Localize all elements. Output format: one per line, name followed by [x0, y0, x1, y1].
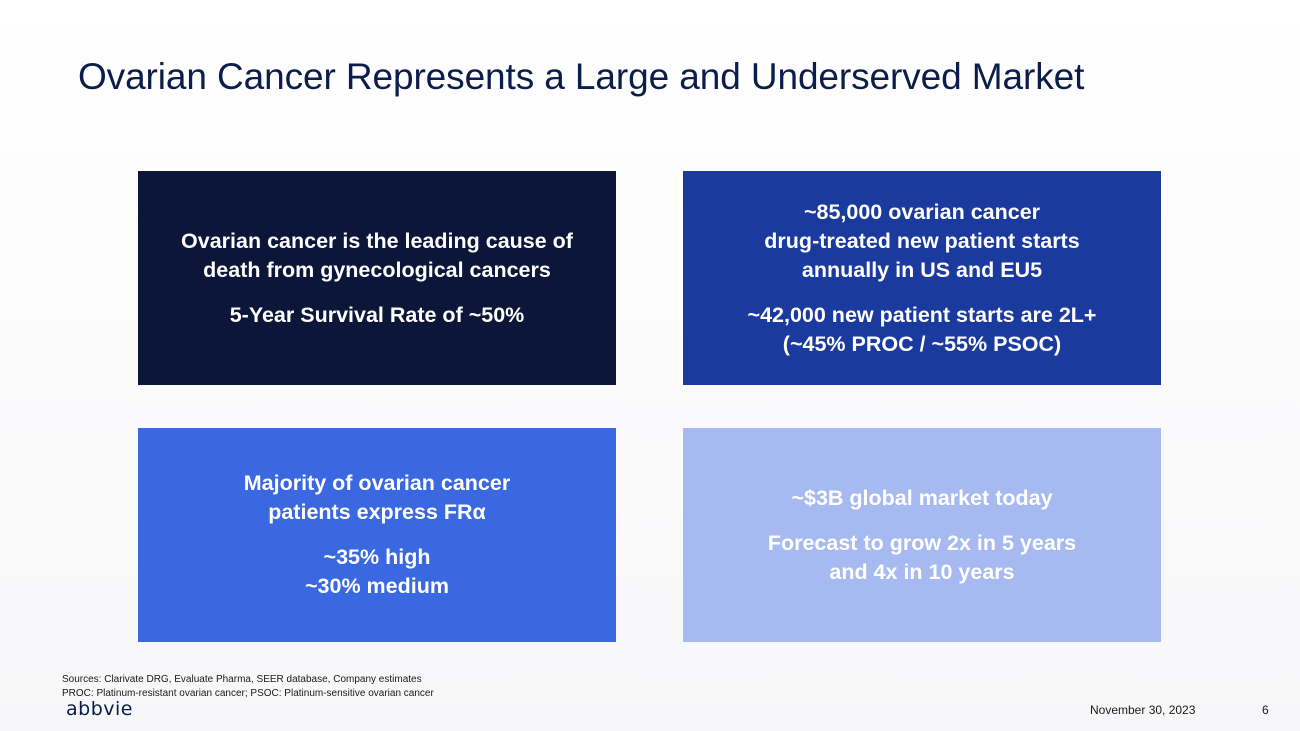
- page-number: 6: [1262, 703, 1269, 717]
- leading-cause-text: Ovarian cancer is the leading cause of d…: [181, 228, 573, 282]
- patient-starts-box: ~85,000 ovarian cancer drug-treated new …: [683, 171, 1161, 385]
- fra-expression-text: Majority of ovarian cancer patients expr…: [243, 471, 511, 524]
- slide-title: Ovarian Cancer Represents a Large and Un…: [78, 56, 1085, 97]
- sources-note: Sources: Clarivate DRG, Evaluate Pharma,…: [62, 674, 422, 685]
- market-size-text: ~$3B global market today: [791, 485, 1053, 510]
- survival-rate-text: 5-Year Survival Rate of ~50%: [229, 302, 525, 327]
- footnote: Sources: Clarivate DRG, Evaluate Pharma,…: [62, 673, 434, 701]
- abbreviations-note: PROC: Platinum-resistant ovarian cancer;…: [62, 688, 434, 699]
- presentation-date: November 30, 2023: [1090, 703, 1196, 717]
- market-size-box: ~$3B global market today Forecast to gro…: [683, 428, 1161, 642]
- leading-cause-box: Ovarian cancer is the leading cause of d…: [138, 171, 616, 385]
- market-forecast-text: Forecast to grow 2x in 5 years and 4x in…: [767, 530, 1077, 584]
- fra-levels-text: ~35% high ~30% medium: [305, 545, 449, 598]
- patient-starts-text: ~85,000 ovarian cancer drug-treated new …: [764, 199, 1080, 282]
- abbvie-logo: abbvie: [66, 698, 133, 720]
- second-line-starts-text: ~42,000 new patient starts are 2L+ (~45%…: [747, 302, 1097, 356]
- fra-expression-box: Majority of ovarian cancer patients expr…: [138, 428, 616, 642]
